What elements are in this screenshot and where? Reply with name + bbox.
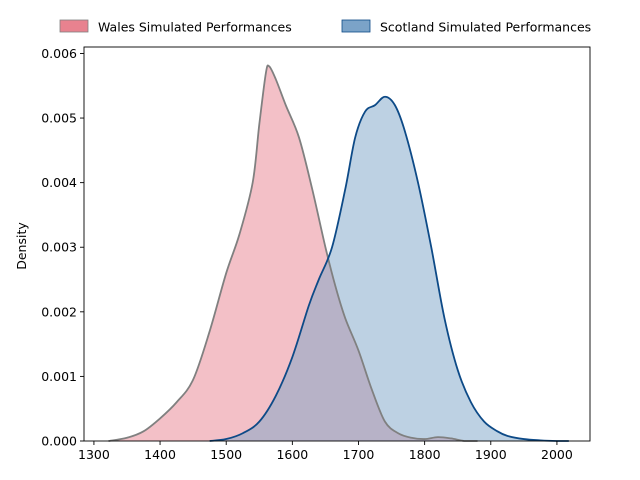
legend-label-scotland: Scotland Simulated Performances — [380, 20, 591, 35]
scotland-density-line — [209, 95, 569, 442]
x-tick-label: 1400 — [144, 447, 176, 462]
legend-swatch-scotland — [341, 19, 371, 33]
y-tick-label: 0.004 — [41, 175, 77, 190]
x-tick-label: 1700 — [343, 447, 375, 462]
x-tick-label: 1900 — [475, 447, 507, 462]
x-tick-label: 1600 — [276, 447, 308, 462]
y-tick-label: 0.002 — [41, 304, 77, 319]
y-tick-label: 0.006 — [41, 46, 77, 61]
y-axis-label: Density — [14, 222, 29, 270]
legend-label-wales: Wales Simulated Performances — [98, 20, 292, 35]
wales-density-line — [108, 64, 478, 442]
x-axis: 1300 1400 1500 1600 1700 1800 1900 2000 — [78, 441, 573, 462]
plot-area — [83, 46, 591, 442]
plot-frame — [83, 46, 591, 442]
scotland-density-area — [209, 96, 569, 441]
legend-swatch-wales — [59, 19, 89, 33]
wales-density-area — [108, 65, 478, 442]
y-tick-label: 0.001 — [41, 369, 77, 384]
y-axis: 0.000 0.001 0.002 0.003 0.004 0.005 0.006 — [41, 46, 84, 449]
legend: Wales Simulated Performances Scotland Sim… — [59, 19, 591, 35]
x-tick-label: 1800 — [409, 447, 441, 462]
y-tick-label: 0.003 — [41, 240, 77, 255]
x-tick-label: 1500 — [210, 447, 242, 462]
y-tick-label: 0.005 — [41, 111, 77, 126]
x-tick-label: 1300 — [78, 447, 110, 462]
x-tick-label: 2000 — [541, 447, 573, 462]
y-tick-label: 0.000 — [41, 434, 77, 449]
